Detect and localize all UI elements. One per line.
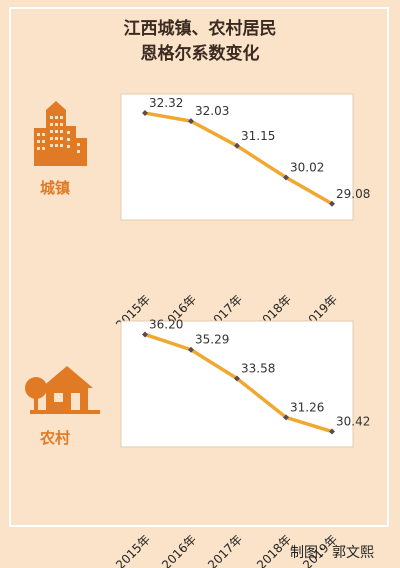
data-point-0-0 <box>142 110 148 117</box>
data-point-0-3 <box>283 174 289 181</box>
decorative-frame <box>9 7 389 527</box>
data-label-1-3: 31.26 <box>290 400 324 414</box>
data-label-0-2: 31.15 <box>241 129 275 143</box>
data-label-1-2: 33.58 <box>241 361 275 375</box>
data-label-1-0: 36.20 <box>149 317 183 331</box>
x-tick-label-1-2: 2017年 <box>205 532 245 568</box>
x-tick-label-1-3: 2018年 <box>254 532 294 568</box>
data-point-0-4 <box>329 200 335 207</box>
x-tick-label-1-1: 2016年 <box>159 532 199 568</box>
chart-title-line-2: 恩格尔系数变化 <box>140 44 260 64</box>
data-point-1-3 <box>283 414 289 421</box>
plot-area-0 <box>120 93 354 221</box>
rural-house-icon <box>25 366 100 414</box>
data-label-0-1: 32.03 <box>195 104 229 118</box>
data-point-0-1 <box>188 118 194 125</box>
chart-title-line-1: 江西城镇、农村居民 <box>123 19 277 39</box>
data-point-1-2 <box>234 375 240 382</box>
urban-panel-label: 城镇 <box>40 179 71 197</box>
data-point-1-0 <box>142 331 148 338</box>
data-label-0-4: 29.08 <box>336 187 370 201</box>
data-point-1-1 <box>188 346 194 353</box>
data-point-1-4 <box>329 428 335 435</box>
city-buildings-icon <box>34 101 87 166</box>
data-label-1-4: 30.42 <box>336 415 370 429</box>
rural-panel-label: 农村 <box>40 429 71 447</box>
data-label-0-0: 32.32 <box>149 96 183 110</box>
data-label-1-1: 35.29 <box>195 333 229 347</box>
data-label-0-3: 30.02 <box>290 160 324 174</box>
credit-text: 制图：郭文熙 <box>290 545 374 561</box>
data-point-0-2 <box>234 142 240 149</box>
x-tick-label-1-0: 2015年 <box>113 532 153 568</box>
